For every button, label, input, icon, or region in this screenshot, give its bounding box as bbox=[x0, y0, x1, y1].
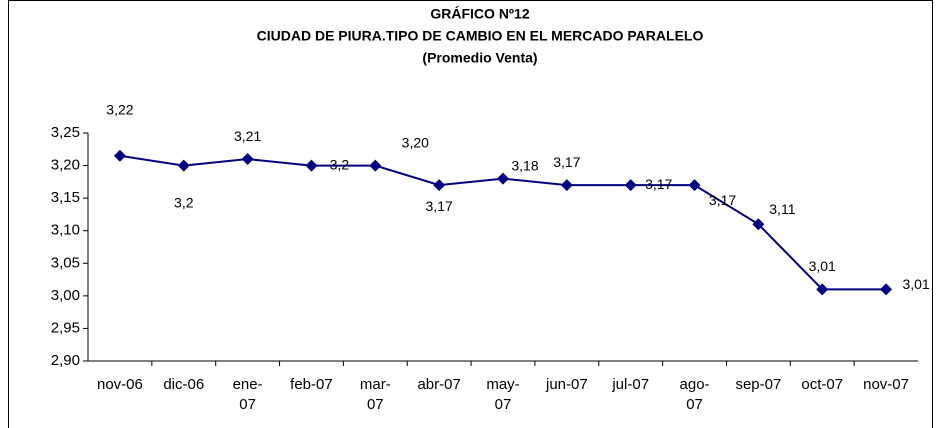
x-tick-label: feb-07 bbox=[290, 376, 333, 393]
marker bbox=[497, 172, 509, 185]
data-label: 3,17 bbox=[645, 176, 672, 192]
y-tick-label: 3,05 bbox=[51, 254, 80, 271]
chart-title: GRÁFICO Nº12 bbox=[430, 6, 529, 22]
chart-title: CIUDAD DE PIURA.TIPO DE CAMBIO EN EL MER… bbox=[257, 28, 704, 44]
x-tick-label: nov-07 bbox=[863, 376, 909, 393]
x-tick-label: oct-07 bbox=[801, 376, 844, 393]
x-tick-label: ago-07 bbox=[679, 376, 710, 413]
y-tick-label: 3,10 bbox=[51, 222, 80, 239]
x-tick-label: mar-07 bbox=[359, 376, 391, 413]
marker bbox=[624, 179, 637, 192]
data-label: 3,01 bbox=[902, 276, 929, 292]
x-tick-label: jun-07 bbox=[545, 376, 588, 393]
marker bbox=[816, 283, 829, 296]
data-label: 3,2 bbox=[330, 156, 350, 172]
chart-title: (Promedio Venta) bbox=[422, 50, 537, 66]
marker bbox=[113, 149, 126, 162]
marker bbox=[369, 159, 382, 172]
x-tick-label: nov-06 bbox=[96, 376, 143, 393]
marker bbox=[688, 179, 701, 192]
x-tick-label: jul-07 bbox=[612, 376, 650, 393]
y-tick-label: 2,90 bbox=[51, 352, 80, 369]
data-label: 3,11 bbox=[769, 201, 795, 217]
chart-border bbox=[8, 0, 933, 428]
marker bbox=[880, 283, 893, 296]
y-tick-label: 3,25 bbox=[51, 124, 80, 141]
data-label: 3,17 bbox=[426, 198, 453, 214]
marker bbox=[752, 218, 765, 231]
marker bbox=[177, 159, 190, 172]
x-tick-label: abr-07 bbox=[417, 376, 461, 393]
x-tick-label: ene-07 bbox=[232, 376, 263, 413]
marker bbox=[241, 153, 254, 166]
x-tick-label: dic-06 bbox=[163, 376, 205, 393]
y-tick-label: 3,15 bbox=[51, 189, 80, 206]
data-label: 3,21 bbox=[234, 128, 261, 144]
y-tick-label: 2,95 bbox=[51, 319, 80, 336]
data-label: 3,18 bbox=[511, 157, 538, 173]
data-label: 3,22 bbox=[106, 102, 133, 118]
data-label: 3,17 bbox=[553, 154, 580, 170]
marker bbox=[433, 179, 446, 192]
data-label: 3,2 bbox=[174, 194, 194, 210]
marker bbox=[305, 159, 318, 172]
data-label: 3,17 bbox=[709, 192, 736, 208]
x-tick-label: may-07 bbox=[486, 376, 520, 413]
marker bbox=[560, 179, 573, 192]
data-label: 3,01 bbox=[809, 258, 836, 274]
x-tick-label: sep-07 bbox=[735, 376, 782, 393]
y-tick-label: 3,00 bbox=[51, 287, 80, 304]
y-tick-label: 3,20 bbox=[51, 157, 80, 174]
data-label: 3,20 bbox=[402, 134, 429, 150]
